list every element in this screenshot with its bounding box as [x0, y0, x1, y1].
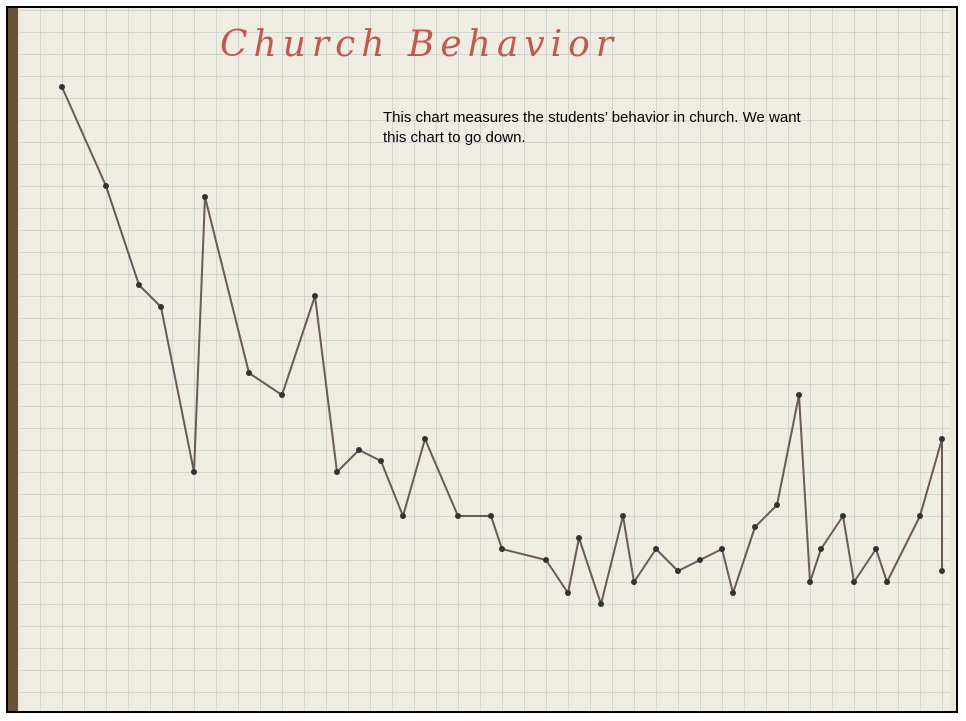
data-point [719, 546, 725, 552]
data-point [543, 557, 549, 563]
data-point [840, 513, 846, 519]
data-point [202, 194, 208, 200]
data-point [697, 557, 703, 563]
data-point [818, 546, 824, 552]
data-point [851, 579, 857, 585]
data-point [774, 502, 780, 508]
data-point [191, 469, 197, 475]
data-point [576, 535, 582, 541]
data-point [400, 513, 406, 519]
data-point [653, 546, 659, 552]
data-point [631, 579, 637, 585]
page: Church Behavior This chart measures the … [0, 0, 966, 721]
chart: Church Behavior This chart measures the … [8, 8, 958, 713]
data-point [378, 458, 384, 464]
data-point [620, 513, 626, 519]
data-point [422, 436, 428, 442]
data-point [873, 546, 879, 552]
data-point [752, 524, 758, 530]
data-point [488, 513, 494, 519]
annotation: This chart measures the students’ behavi… [383, 108, 823, 148]
data-point [939, 568, 945, 574]
data-point [675, 568, 681, 574]
data-point [246, 370, 252, 376]
data-point [939, 436, 945, 442]
data-point [103, 183, 109, 189]
annotation-box: This chart measures the students’ behavi… [383, 108, 843, 168]
data-point [884, 579, 890, 585]
data-point [565, 590, 571, 596]
data-point [59, 84, 65, 90]
data-point [312, 293, 318, 299]
data-point [598, 601, 604, 607]
data-point [499, 546, 505, 552]
data-point [279, 392, 285, 398]
data-point [158, 304, 164, 310]
data-point [356, 447, 362, 453]
data-point [730, 590, 736, 596]
data-point [807, 579, 813, 585]
data-point [455, 513, 461, 519]
photo-frame: Church Behavior This chart measures the … [6, 6, 958, 713]
data-point [136, 282, 142, 288]
data-point [796, 392, 802, 398]
chart-title: Church Behavior [220, 24, 619, 65]
data-point [334, 469, 340, 475]
data-point [917, 513, 923, 519]
